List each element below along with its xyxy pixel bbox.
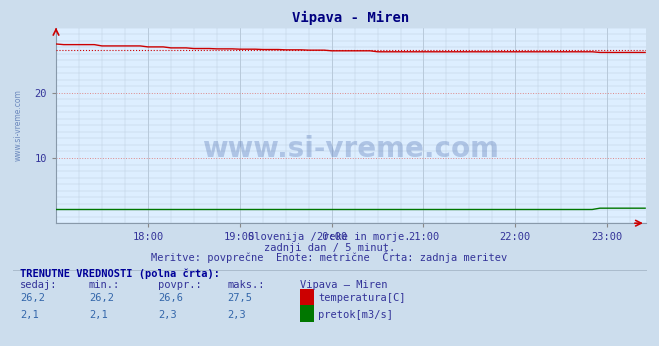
Text: 26,6: 26,6 xyxy=(158,293,183,303)
Text: 2,3: 2,3 xyxy=(158,310,177,320)
Text: 26,2: 26,2 xyxy=(20,293,45,303)
Text: TRENUTNE VREDNOSTI (polna črta):: TRENUTNE VREDNOSTI (polna črta): xyxy=(20,268,219,279)
Text: 2,1: 2,1 xyxy=(89,310,107,320)
Text: Meritve: povprečne  Enote: metrične  Črta: zadnja meritev: Meritve: povprečne Enote: metrične Črta:… xyxy=(152,251,507,263)
Text: sedaj:: sedaj: xyxy=(20,280,57,290)
Text: www.si-vreme.com: www.si-vreme.com xyxy=(13,90,22,161)
Text: 26,2: 26,2 xyxy=(89,293,114,303)
Text: Vipava – Miren: Vipava – Miren xyxy=(300,280,387,290)
Text: povpr.:: povpr.: xyxy=(158,280,202,290)
Title: Vipava - Miren: Vipava - Miren xyxy=(293,11,409,25)
Text: zadnji dan / 5 minut.: zadnji dan / 5 minut. xyxy=(264,243,395,253)
Text: maks.:: maks.: xyxy=(227,280,265,290)
Text: min.:: min.: xyxy=(89,280,120,290)
Text: 27,5: 27,5 xyxy=(227,293,252,303)
Text: temperatura[C]: temperatura[C] xyxy=(318,293,406,303)
Text: Slovenija / reke in morje.: Slovenija / reke in morje. xyxy=(248,233,411,243)
Text: pretok[m3/s]: pretok[m3/s] xyxy=(318,310,393,320)
Text: 2,3: 2,3 xyxy=(227,310,246,320)
Text: www.si-vreme.com: www.si-vreme.com xyxy=(202,135,500,163)
Text: 2,1: 2,1 xyxy=(20,310,38,320)
